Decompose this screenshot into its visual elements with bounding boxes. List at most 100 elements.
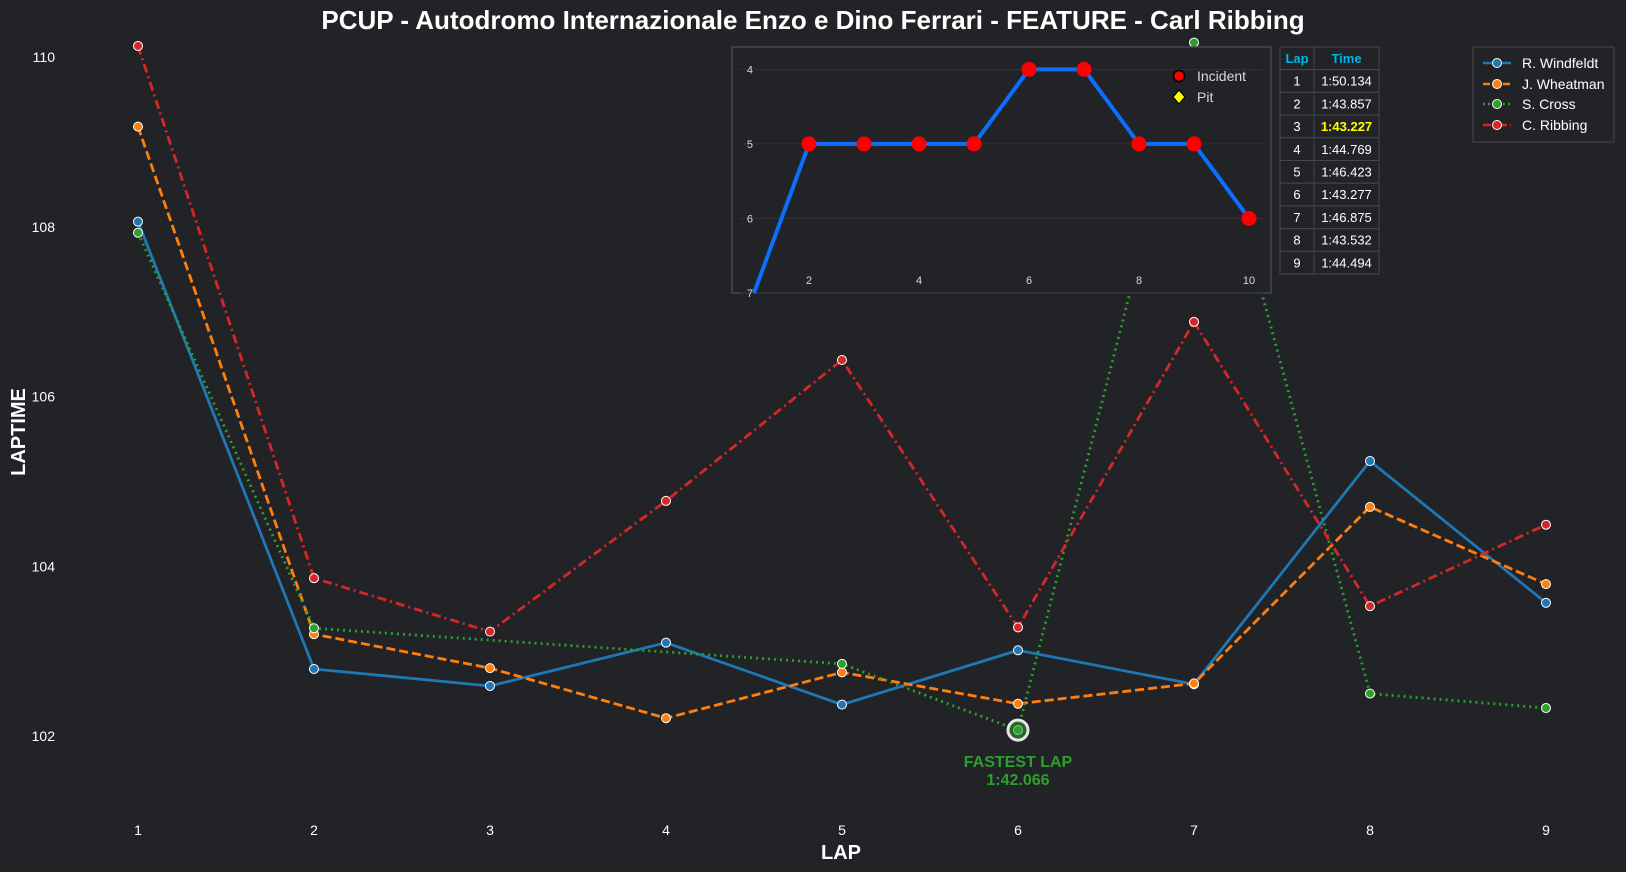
- x-tick-label: 6: [1014, 822, 1022, 838]
- series-cross: [133, 37, 1551, 736]
- data-point-wheatman: [485, 663, 495, 674]
- y-tick-labels: 102 104 106 108 110: [32, 49, 56, 744]
- table-cell-time: 1:44.494: [1321, 255, 1372, 270]
- y-tick-label: 110: [33, 49, 56, 65]
- pit-legend-label: Pit: [1197, 89, 1213, 105]
- incident-marker: [1186, 136, 1202, 152]
- data-point-ribbing: [1541, 519, 1551, 530]
- table-cell-lap: 6: [1293, 187, 1300, 202]
- table-cell-lap: 8: [1293, 233, 1300, 248]
- lap-time-table: Lap Time 1 1:50.134 2 1:43.857 3 1:43.227 4 1:44.…: [1279, 46, 1380, 275]
- legend-label-wheatman: J. Wheatman: [1522, 76, 1604, 92]
- legend-entry-windfeldt: R. Windfeldt: [1483, 55, 1598, 71]
- table-cell-time: 1:46.875: [1321, 210, 1372, 225]
- legend-marker-wheatman: [1492, 79, 1502, 89]
- data-point-cross: [309, 623, 319, 634]
- data-point-windfeldt: [133, 216, 143, 227]
- pit-legend-icon: [1172, 89, 1186, 105]
- position-inset-chart: 4 5 6 7 2 4 6 8 10 Incident Pit: [731, 46, 1272, 300]
- table-cell-time: 1:43.532: [1321, 233, 1372, 248]
- data-point-wheatman: [1189, 678, 1199, 689]
- data-point-wheatman: [133, 121, 143, 132]
- chart-title: PCUP - Autodromo Internazionale Enzo e D…: [321, 5, 1304, 35]
- incident-marker: [911, 136, 927, 152]
- data-point-windfeldt: [485, 680, 495, 691]
- incident-markers: [801, 61, 1257, 226]
- incident-marker: [1021, 61, 1037, 77]
- x-axis-label: LAP: [821, 842, 861, 864]
- data-point-windfeldt: [1365, 456, 1375, 467]
- table-cell: [1313, 250, 1380, 275]
- incident-legend-icon: [1172, 69, 1186, 83]
- fastest-lap-time: 1:42.066: [986, 772, 1049, 789]
- data-point-windfeldt: [1541, 597, 1551, 608]
- data-point-windfeldt: [1013, 645, 1023, 656]
- table-cell-time: 1:44.769: [1321, 142, 1372, 157]
- table-cell-time: 1:43.277: [1321, 187, 1372, 202]
- data-point-wheatman: [1365, 501, 1375, 512]
- series-ribbing: [133, 40, 1551, 637]
- series-windfeldt: [133, 216, 1551, 710]
- legend-label-ribbing: C. Ribbing: [1522, 117, 1587, 133]
- fastest-lap-annotation: FASTEST LAP 1:42.066: [964, 718, 1073, 789]
- data-point-cross: [1541, 703, 1551, 714]
- data-point-ribbing: [837, 355, 847, 366]
- data-point-windfeldt: [309, 663, 319, 674]
- x-tick-label: 2: [310, 822, 318, 838]
- y-tick-label: 102: [32, 728, 56, 744]
- table-cell-lap: 7: [1293, 210, 1300, 225]
- series-layer: [133, 37, 1551, 736]
- y-tick-label: 106: [32, 389, 56, 405]
- incident-marker: [856, 136, 872, 152]
- data-point-wheatman: [1541, 579, 1551, 590]
- inset-x-tick-label: 8: [1136, 275, 1142, 287]
- data-point-ribbing: [133, 40, 143, 51]
- inset-x-tick-label: 4: [916, 275, 922, 287]
- inset-x-tick-labels: 2 4 6 8 10: [806, 275, 1255, 287]
- data-point-windfeldt: [837, 699, 847, 710]
- x-tick-label: 7: [1190, 822, 1198, 838]
- y-axis-label: LAPTIME: [8, 388, 30, 476]
- table-header-lap: Lap: [1285, 51, 1308, 66]
- table-cell-lap: 3: [1293, 119, 1300, 134]
- incident-marker: [801, 136, 817, 152]
- x-tick-label: 3: [486, 822, 494, 838]
- x-tick-label: 4: [662, 822, 670, 838]
- legend-entry-wheatman: J. Wheatman: [1483, 76, 1604, 92]
- position-line: [752, 67, 1251, 294]
- inset-x-tick-label: 2: [806, 275, 812, 287]
- data-point-cross: [837, 658, 847, 669]
- x-tick-label: 1: [134, 822, 142, 838]
- legend-label-windfeldt: R. Windfeldt: [1522, 55, 1598, 71]
- incident-legend-label: Incident: [1197, 68, 1246, 84]
- y-tick-label: 104: [32, 558, 56, 574]
- legend-marker-cross: [1492, 99, 1502, 109]
- inset-x-tick-label: 6: [1026, 275, 1032, 287]
- legend-marker-ribbing: [1492, 120, 1502, 130]
- table-cell-time: 1:50.134: [1321, 74, 1372, 89]
- x-tick-label: 9: [1542, 822, 1550, 838]
- fastest-lap-marker: [1006, 718, 1030, 742]
- table-cell-time: 1:43.227: [1321, 119, 1372, 134]
- legend-marker-windfeldt: [1492, 58, 1502, 68]
- inset-y-tick-labels: 4 5 6 7: [747, 64, 753, 300]
- data-point-cross: [1189, 37, 1199, 48]
- data-point-wheatman: [837, 667, 847, 678]
- data-point-windfeldt: [661, 637, 671, 648]
- series-line-ribbing: [136, 45, 1547, 634]
- inset-y-tick-label: 7: [747, 288, 753, 300]
- table-cell-lap: 2: [1293, 96, 1300, 111]
- y-tick-label: 108: [32, 219, 56, 235]
- legend-label-cross: S. Cross: [1522, 96, 1576, 112]
- table-cell-lap: 1: [1293, 74, 1300, 89]
- table-header-time: Time: [1331, 51, 1361, 66]
- table-cell-time: 1:46.423: [1321, 165, 1372, 180]
- table-cell-lap: 5: [1293, 165, 1300, 180]
- data-point-ribbing: [309, 573, 319, 584]
- data-point-ribbing: [661, 495, 671, 506]
- fastest-lap-label: FASTEST LAP: [964, 754, 1073, 771]
- legend-entry-cross: S. Cross: [1483, 96, 1576, 112]
- data-point-ribbing: [1013, 622, 1023, 633]
- incident-marker: [1131, 136, 1147, 152]
